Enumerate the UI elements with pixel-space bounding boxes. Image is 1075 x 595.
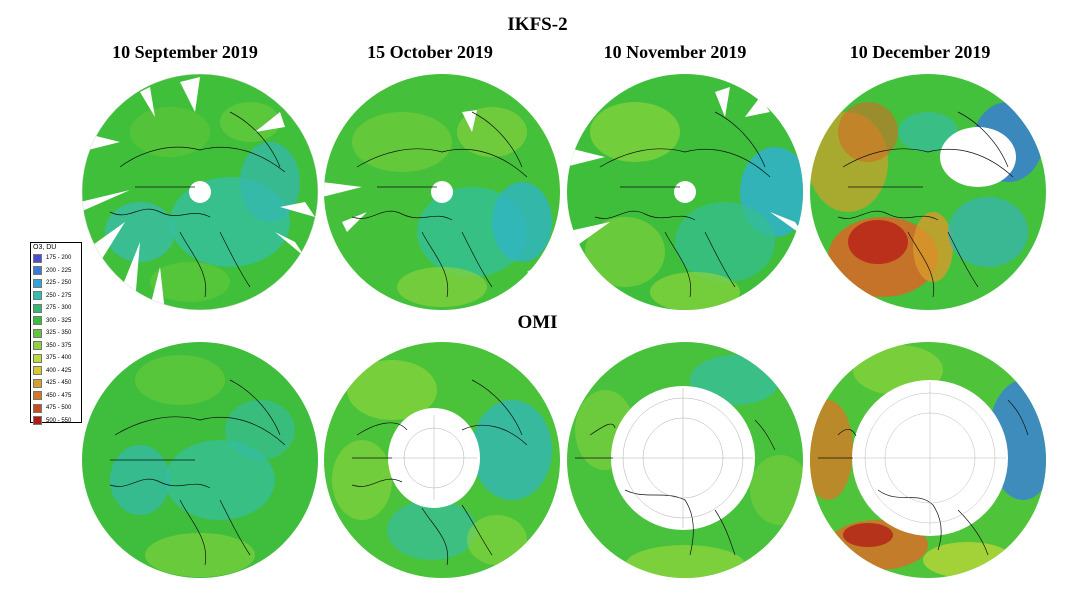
- legend-item: 375 - 400: [31, 352, 81, 365]
- legend-label: 425 - 450: [46, 380, 72, 387]
- legend-item: 200 - 225: [31, 265, 81, 278]
- legend-label: 200 - 225: [46, 267, 72, 274]
- legend-item: 225 - 250: [31, 277, 81, 290]
- row-title-omi: OMI: [517, 312, 558, 333]
- legend-label: 375 - 400: [46, 355, 72, 362]
- legend-swatch: [33, 303, 42, 313]
- map-ikfs2-oct: [322, 72, 562, 312]
- legend-item: 500 - 550: [31, 415, 81, 428]
- legend-item: 175 - 200: [31, 252, 81, 265]
- legend-swatch: [33, 266, 42, 276]
- legend-swatch: [33, 328, 42, 338]
- legend-swatch: [33, 291, 42, 301]
- legend-swatch: [33, 378, 42, 388]
- map-ikfs2-dec: [808, 72, 1048, 312]
- legend-item: 300 - 325: [31, 315, 81, 328]
- legend-swatch: [33, 316, 42, 326]
- legend-item: 475 - 500: [31, 402, 81, 415]
- legend-label: 450 - 475: [46, 392, 72, 399]
- ozone-legend: O3, DU 175 - 200 200 - 225 225 - 250 250 - …: [30, 242, 82, 426]
- legend-swatch: [33, 391, 42, 401]
- legend-swatch: [33, 366, 42, 376]
- legend-label: 325 - 350: [46, 330, 72, 337]
- legend-swatch: [33, 253, 42, 263]
- map-omi-sep: [80, 340, 320, 580]
- legend-swatch: [33, 353, 42, 363]
- legend-item: 400 - 425: [31, 365, 81, 378]
- legend-label: 275 - 300: [46, 305, 72, 312]
- legend-title: O3, DU: [33, 244, 57, 251]
- legend-label: 400 - 425: [46, 367, 72, 374]
- map-ikfs2-sep: [80, 72, 320, 312]
- map-ikfs2-nov: [565, 72, 805, 312]
- legend-item: 250 - 275: [31, 290, 81, 303]
- legend-item: 450 - 475: [31, 390, 81, 403]
- legend-item: 325 - 350: [31, 327, 81, 340]
- column-title-oct: 15 October 2019: [367, 42, 493, 62]
- legend-label: 350 - 375: [46, 342, 72, 349]
- map-omi-oct: [322, 340, 562, 580]
- legend-label: 225 - 250: [46, 280, 72, 287]
- map-omi-nov: [565, 340, 805, 580]
- legend-item: 425 - 450: [31, 377, 81, 390]
- legend-label: 175 - 200: [46, 255, 72, 262]
- row-title-ikfs2: IKFS-2: [507, 14, 568, 35]
- legend-item: 275 - 300: [31, 302, 81, 315]
- map-omi-dec: [808, 340, 1048, 580]
- column-title-dec: 10 December 2019: [849, 42, 991, 62]
- column-title-sep: 10 September 2019: [112, 42, 258, 62]
- legend-swatch: [33, 278, 42, 288]
- legend-label: 300 - 325: [46, 317, 72, 324]
- legend-swatch: [33, 403, 42, 413]
- legend-swatch: [33, 416, 42, 426]
- legend-label: 500 - 550: [46, 417, 72, 424]
- legend-swatch: [33, 341, 42, 351]
- column-title-nov: 10 November 2019: [603, 42, 747, 62]
- legend-item: 350 - 375: [31, 340, 81, 353]
- legend-label: 475 - 500: [46, 405, 72, 412]
- legend-label: 250 - 275: [46, 292, 72, 299]
